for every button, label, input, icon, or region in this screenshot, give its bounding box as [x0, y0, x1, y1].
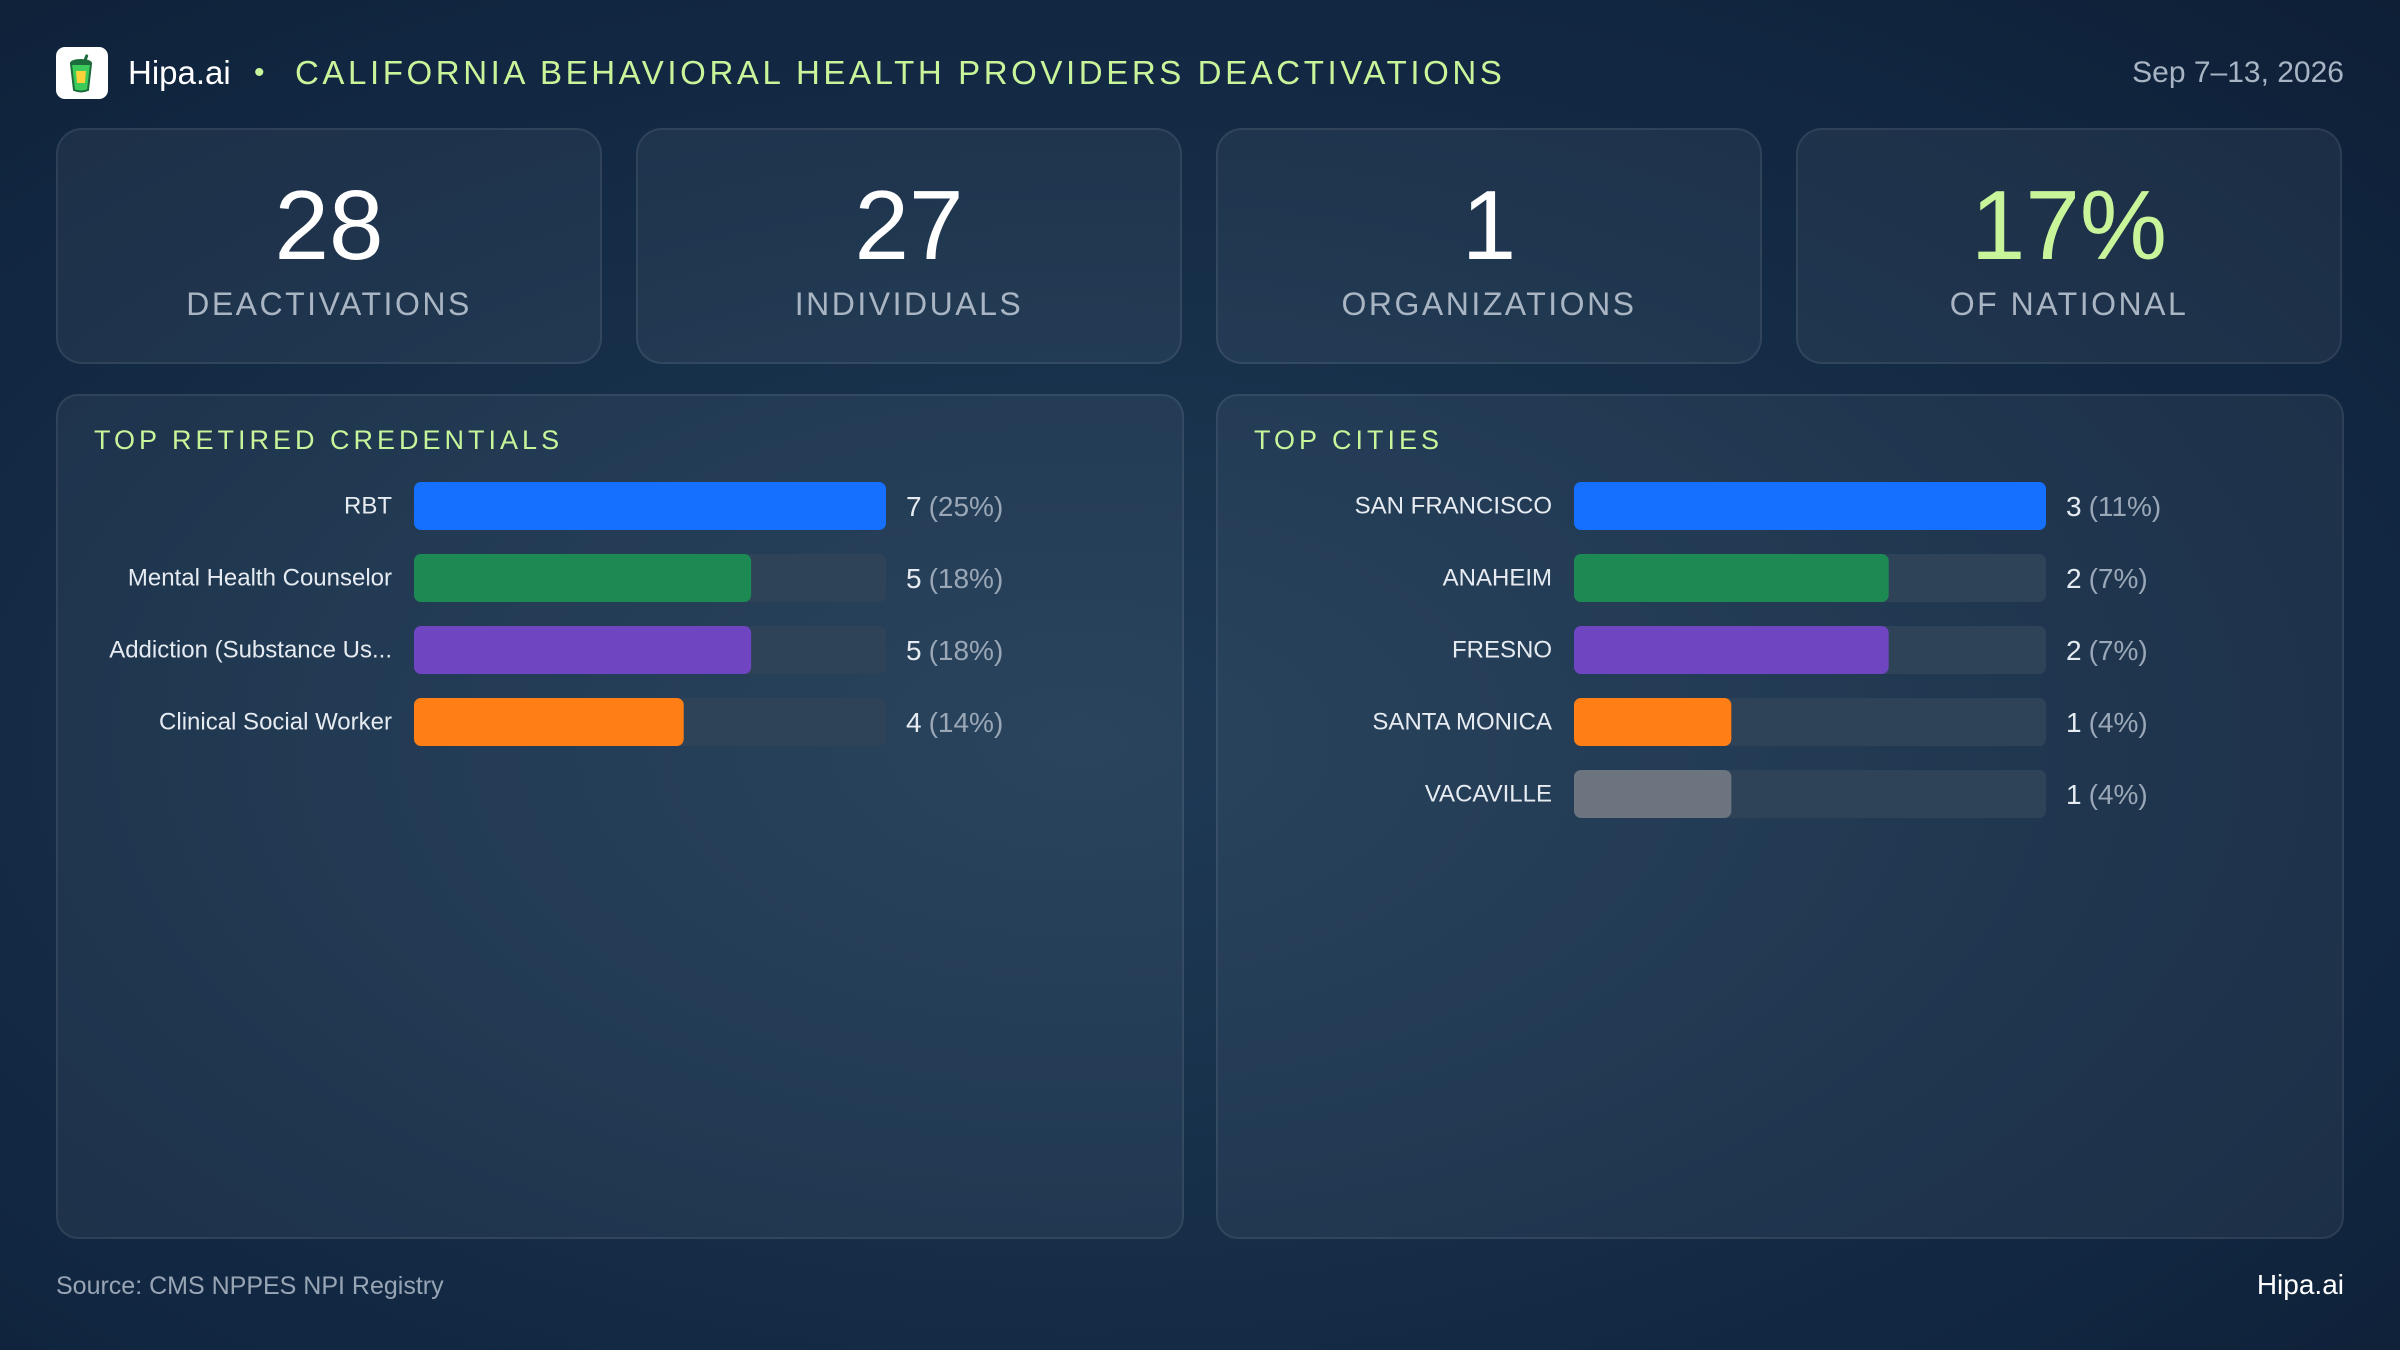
stat-card-of-national: 17% OF NATIONAL: [1796, 128, 2342, 364]
category-label: Clinical Social Worker: [159, 709, 392, 736]
bar: [414, 482, 886, 530]
stat-card-organizations: 1 ORGANIZATIONS: [1216, 128, 1762, 364]
category-label: Mental Health Counselor: [128, 565, 392, 592]
category-label: FRESNO: [1452, 637, 1552, 664]
stat-value: 27: [854, 170, 964, 280]
stat-card-deactivations: 28 DEACTIVATIONS: [56, 128, 602, 364]
value-percent: (7%): [2089, 563, 2148, 594]
bar: [414, 554, 752, 602]
bar: [1574, 626, 1889, 674]
credentials-bar-chart: RBT 7 (25%)Mental Health Counselor 5 (18%)Ad…: [109, 482, 1003, 746]
value-count: 4: [906, 707, 922, 738]
panel-top-cities: TOP CITIES SAN FRANCISCO 3 (11%) ANAHEIM 2 (7…: [1216, 394, 2344, 1239]
stat-value: 17%: [1970, 170, 2168, 280]
value-percent: (25%): [929, 491, 1004, 522]
value-count: 3: [2066, 491, 2082, 522]
footer-brand: Hipa.ai: [2256, 1269, 2344, 1300]
stat-label: ORGANIZATIONS: [1341, 286, 1637, 322]
value-label: 3 (11%): [2066, 491, 2161, 522]
header: Hipa.ai • CALIFORNIA BEHAVIORAL HEALTH P…: [56, 46, 2344, 100]
bar: [414, 698, 684, 746]
panel-title: TOP RETIRED CREDENTIALS: [94, 425, 564, 455]
tumbler-cup-icon: [56, 47, 108, 99]
value-label: 5 (18%): [906, 563, 1003, 594]
title-separator: •: [254, 56, 265, 89]
value-count: 1: [2066, 707, 2082, 738]
value-count: 1: [2066, 779, 2082, 810]
value-label: 1 (4%): [2066, 707, 2148, 738]
value-percent: (18%): [929, 635, 1004, 666]
value-percent: (4%): [2089, 779, 2148, 810]
bar: [1574, 482, 2046, 530]
bar: [1574, 554, 1889, 602]
value-label: 2 (7%): [2066, 563, 2148, 594]
value-percent: (11%): [2089, 491, 2162, 522]
value-count: 2: [2066, 563, 2082, 594]
value-count: 5: [906, 563, 922, 594]
category-label: SANTA MONICA: [1372, 709, 1552, 736]
panel-top-credentials: TOP RETIRED CREDENTIALS RBT 7 (25%) Mental …: [56, 394, 1184, 1239]
category-label: RBT: [344, 493, 392, 520]
value-percent: (7%): [2089, 635, 2148, 666]
page-title: CALIFORNIA BEHAVIORAL HEALTH PROVIDERS D…: [295, 54, 1506, 91]
panel-title: TOP CITIES: [1254, 425, 1444, 455]
stat-value: 28: [274, 170, 384, 280]
value-percent: (4%): [2089, 707, 2148, 738]
value-label: 4 (14%): [906, 707, 1003, 738]
stat-card-individuals: 27 INDIVIDUALS: [636, 128, 1182, 364]
value-label: 2 (7%): [2066, 635, 2148, 666]
value-label: 5 (18%): [906, 635, 1003, 666]
bar: [414, 626, 752, 674]
category-label: VACAVILLE: [1425, 781, 1552, 808]
category-label: Addiction (Substance Us...: [109, 637, 392, 664]
stat-label: OF NATIONAL: [1949, 286, 2189, 322]
stat-label: INDIVIDUALS: [794, 286, 1024, 322]
stat-label: DEACTIVATIONS: [186, 286, 472, 322]
value-label: 1 (4%): [2066, 779, 2148, 810]
value-label: 7 (25%): [906, 491, 1003, 522]
value-percent: (18%): [929, 563, 1004, 594]
date-range: Sep 7–13, 2026: [2132, 56, 2344, 89]
bar: [1574, 770, 1732, 818]
value-count: 2: [2066, 635, 2082, 666]
bar: [1574, 698, 1732, 746]
cities-bar-chart: SAN FRANCISCO 3 (11%)ANAHEIM 2 (7%)FRESNO 2 (7…: [1355, 482, 2161, 818]
stat-value: 1: [1461, 170, 1517, 280]
value-count: 5: [906, 635, 922, 666]
value-percent: (14%): [929, 707, 1004, 738]
category-label: SAN FRANCISCO: [1355, 493, 1552, 520]
brand-name: Hipa.ai: [128, 54, 231, 91]
source-note: Source: CMS NPPES NPI Registry: [56, 1272, 444, 1300]
value-count: 7: [906, 491, 922, 522]
category-label: ANAHEIM: [1443, 565, 1552, 592]
